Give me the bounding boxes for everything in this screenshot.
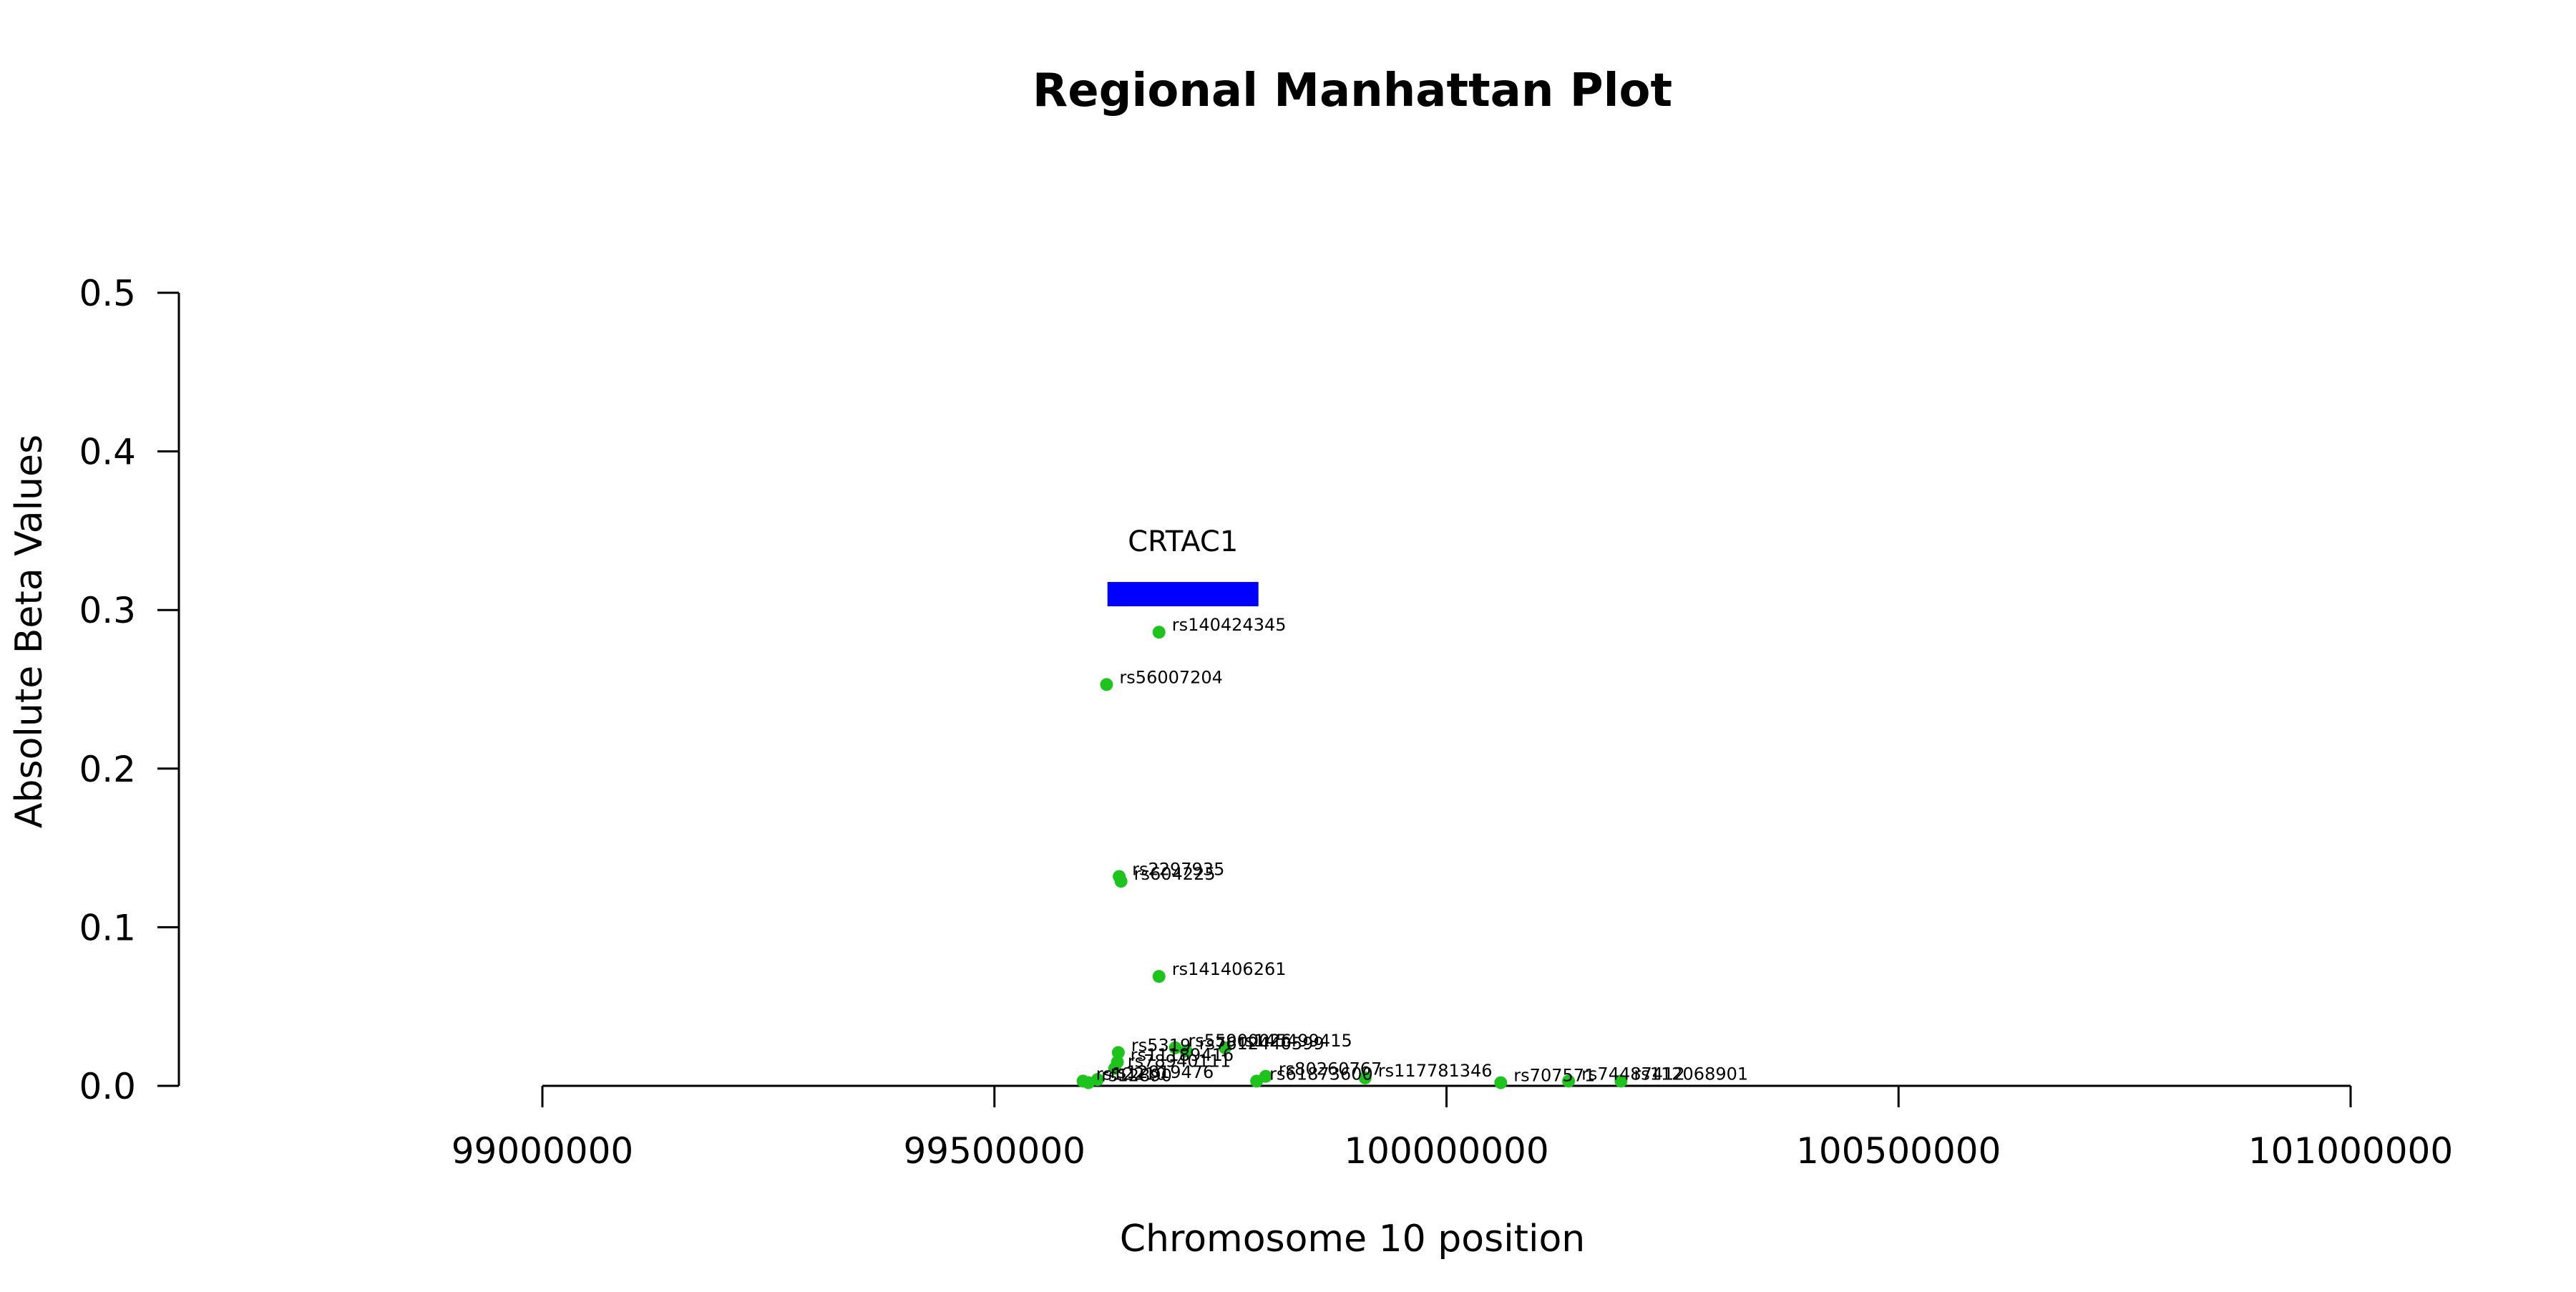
- gene-bar: [1107, 582, 1259, 607]
- y-axis: 0.0 0.1 0.2 0.3 0.4 0.5: [79, 273, 180, 1107]
- x-tick-label: 99000000: [452, 1130, 634, 1172]
- snp-point: [1250, 1074, 1264, 1088]
- y-tick-label: 0.3: [79, 590, 136, 631]
- snp-label: rs12210: [1096, 1064, 1167, 1084]
- x-axis: 99000000 99500000 100000000 100500000 101000…: [452, 1084, 2453, 1172]
- x-tick-label: 100000000: [1344, 1130, 1548, 1172]
- snp-label: rs12819476: [1111, 1062, 1214, 1082]
- snp-label: rs145499415: [1238, 1031, 1352, 1051]
- snp-label: rs707571: [1513, 1066, 1595, 1086]
- snp-point: [1114, 875, 1128, 888]
- snp-label: rs56007204: [1119, 667, 1223, 687]
- snp-point: [1358, 1071, 1372, 1084]
- snp-label: rs12890: [1101, 1066, 1172, 1086]
- x-tick-label: 101000000: [2248, 1130, 2453, 1172]
- snp-label: rs80260767: [1279, 1059, 1382, 1079]
- snp-point: [1152, 626, 1166, 639]
- y-tick-label: 0.0: [79, 1066, 136, 1107]
- snp-point: [1169, 1041, 1182, 1054]
- snp-label: rs55900026: [1188, 1031, 1292, 1051]
- y-tick-label: 0.2: [79, 749, 136, 790]
- snp-label: rs7612440599: [1199, 1034, 1324, 1054]
- snp-label: rs61873600: [1269, 1064, 1373, 1084]
- y-axis-label: Absolute Beta Values: [8, 434, 51, 828]
- y-tick-label: 0.5: [79, 273, 136, 314]
- snp-point: [1108, 1062, 1121, 1075]
- snp-label: rs140424345: [1172, 615, 1287, 635]
- snp-label: rs5319: [1131, 1035, 1191, 1055]
- y-tick-label: 0.4: [79, 432, 136, 473]
- snp-label: rs117781346: [1378, 1061, 1493, 1081]
- snp-point: [1218, 1041, 1231, 1054]
- snp-label: rs141406261: [1172, 959, 1287, 979]
- snp-point: [1562, 1074, 1576, 1088]
- snp-label: rs74487412: [1581, 1064, 1685, 1084]
- snp-point: [1494, 1076, 1508, 1089]
- snp-label: rs604225: [1134, 864, 1216, 884]
- snp-point: [1082, 1076, 1096, 1089]
- snp-label: rs112068901: [1634, 1064, 1748, 1084]
- snp-label: rs11189416: [1131, 1045, 1234, 1065]
- snp-label: rs2297935: [1132, 859, 1224, 879]
- x-axis-label: Chromosome 10 position: [1120, 1218, 1586, 1261]
- y-tick-label: 0.1: [79, 907, 136, 948]
- snp-point: [1179, 1044, 1193, 1058]
- x-tick-label: 99500000: [904, 1130, 1086, 1172]
- snp-point: [1100, 678, 1113, 691]
- x-tick-label: 100500000: [1796, 1130, 2001, 1172]
- gene-label: CRTAC1: [1128, 525, 1238, 558]
- snp-point: [1614, 1074, 1628, 1088]
- snp-label: rs78940111: [1128, 1051, 1231, 1072]
- snp-point: [1111, 1046, 1125, 1059]
- chart-title: Regional Manhattan Plot: [1033, 64, 1672, 117]
- gene-track: CRTAC1: [1107, 525, 1259, 607]
- snp-points: [1076, 626, 1628, 1089]
- snp-point: [1152, 970, 1166, 983]
